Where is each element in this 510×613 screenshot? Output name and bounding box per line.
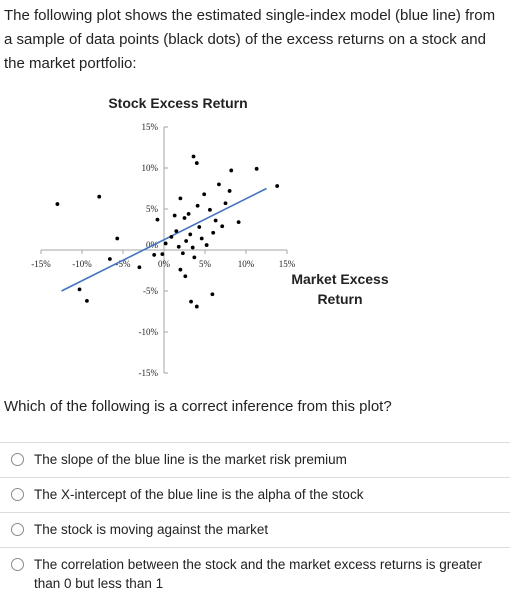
x-tick-label: -5%	[116, 259, 131, 269]
x-tick-label: -10%	[72, 259, 92, 269]
data-point	[190, 245, 195, 250]
scatter-chart: Stock Excess Return -15% -10% -5% 0% 5% 10% 15…	[31, 95, 389, 378]
data-point	[195, 203, 200, 208]
x-tick-label: 5%	[199, 259, 212, 269]
data-point	[199, 236, 204, 241]
x-tick-label: 15%	[279, 259, 296, 269]
data-point	[182, 216, 187, 220]
option-label: The X-intercept of the blue line is the …	[34, 487, 364, 502]
data-point	[192, 255, 197, 260]
data-point	[229, 168, 234, 173]
x-axis-label-line-2: Return	[317, 291, 362, 307]
data-point	[174, 229, 179, 234]
data-point	[202, 192, 207, 197]
y-tick-label: -10%	[139, 327, 159, 337]
radio-button[interactable]	[11, 488, 24, 501]
answer-options: The slope of the blue line is the market…	[0, 442, 510, 601]
data-point	[213, 218, 218, 223]
data-point	[115, 236, 120, 241]
option-label: The stock is moving against the market	[34, 522, 269, 537]
answer-option-2[interactable]: The X-intercept of the blue line is the …	[0, 477, 510, 512]
answer-option-1[interactable]: The slope of the blue line is the market…	[0, 442, 510, 477]
data-point	[183, 274, 188, 279]
chart-axes	[40, 126, 288, 374]
data-point	[254, 166, 259, 171]
data-point	[189, 299, 193, 304]
y-tick-label: 5%	[146, 204, 159, 214]
option-label: The correlation between the stock and th…	[34, 557, 482, 591]
data-point	[85, 298, 89, 303]
answer-option-3[interactable]: The stock is moving against the market	[0, 512, 510, 547]
data-point	[191, 154, 196, 159]
data-point	[204, 243, 209, 247]
y-tick-label: -15%	[139, 368, 159, 378]
option-label: The slope of the blue line is the market…	[34, 452, 347, 467]
radio-button[interactable]	[11, 453, 24, 466]
data-point	[97, 194, 102, 199]
question-intro: The following plot shows the estimated s…	[4, 7, 496, 72]
data-point	[184, 239, 189, 243]
data-point	[211, 230, 216, 235]
data-point	[155, 217, 160, 222]
y-tick-label: -5%	[143, 286, 158, 296]
data-point	[208, 207, 212, 212]
data-point	[220, 224, 225, 229]
chart-title: Stock Excess Return	[108, 95, 247, 111]
data-point	[152, 253, 157, 257]
data-point	[137, 265, 142, 270]
data-point	[176, 244, 181, 249]
data-point	[178, 267, 183, 272]
y-tick-label: 15%	[142, 122, 159, 132]
y-tick-label: 10%	[142, 163, 159, 173]
data-points	[55, 154, 280, 309]
data-point	[210, 292, 215, 297]
x-tick-label: -15%	[31, 259, 51, 269]
x-tick-label: 10%	[238, 259, 255, 269]
data-point	[194, 161, 199, 165]
data-point	[55, 202, 60, 206]
data-point	[77, 287, 82, 292]
radio-button[interactable]	[11, 523, 24, 536]
data-point	[169, 234, 174, 239]
data-point	[160, 252, 165, 256]
data-point	[172, 213, 177, 218]
data-point	[180, 251, 185, 256]
data-point	[236, 220, 241, 225]
regression-line	[61, 187, 267, 292]
answer-option-4[interactable]: The correlation between the stock and th…	[0, 547, 510, 601]
data-point	[107, 257, 112, 261]
data-point	[217, 182, 221, 187]
data-point	[178, 196, 183, 201]
radio-button[interactable]	[11, 558, 24, 571]
data-point	[197, 225, 202, 229]
data-point	[227, 189, 232, 193]
data-point	[188, 232, 193, 237]
x-axis-label-line-1: Market Excess	[291, 271, 389, 287]
fit-line	[61, 187, 267, 292]
data-point	[275, 184, 280, 188]
data-point	[194, 304, 199, 309]
x-tick-label: 0%	[158, 259, 171, 269]
data-point	[186, 212, 191, 216]
data-point	[163, 241, 168, 246]
question-text: Which of the following is a correct infe…	[4, 398, 392, 415]
data-point	[223, 201, 228, 206]
